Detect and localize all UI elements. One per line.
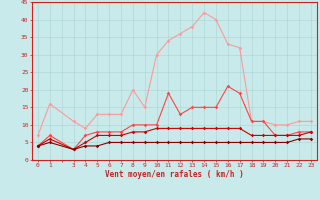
X-axis label: Vent moyen/en rafales ( km/h ): Vent moyen/en rafales ( km/h ) (105, 170, 244, 179)
